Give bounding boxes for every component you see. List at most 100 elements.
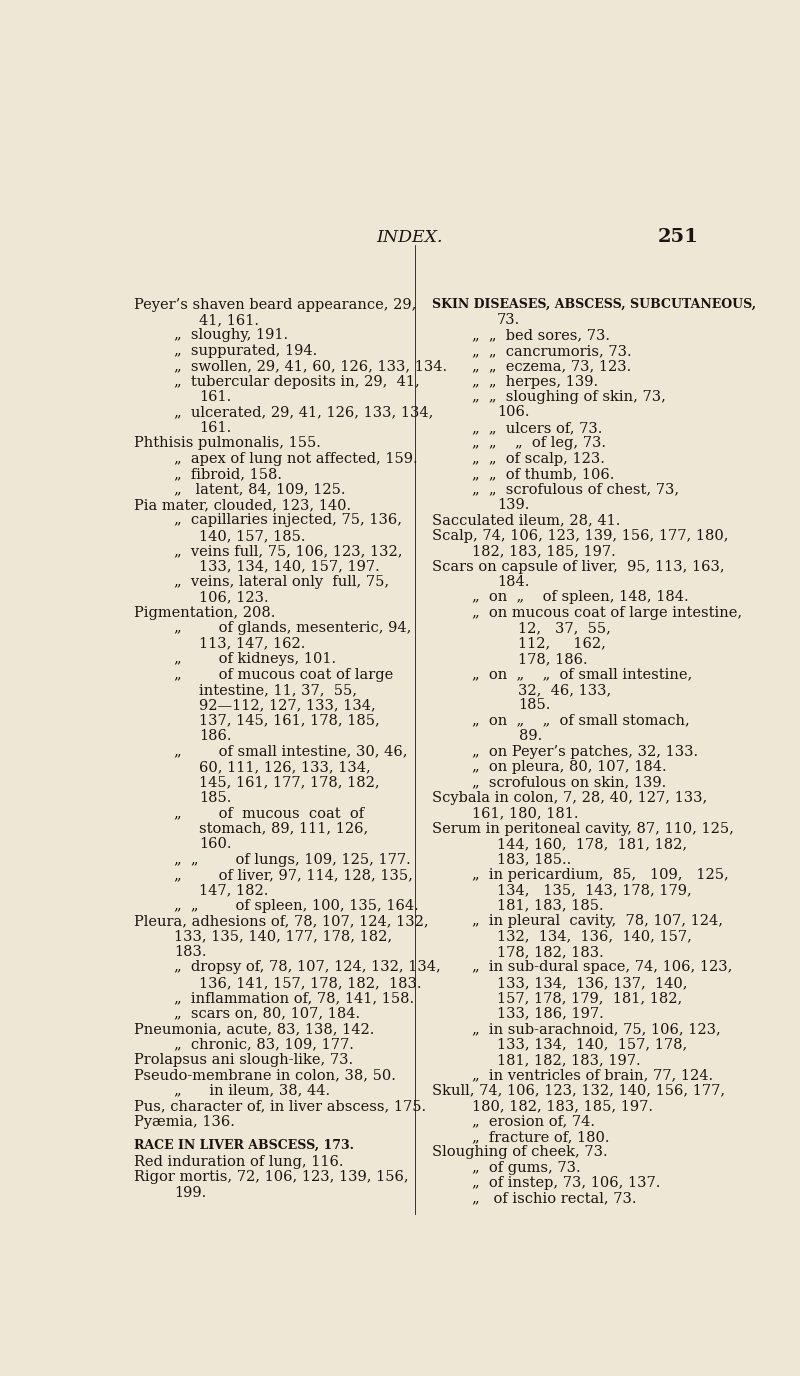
Text: „  „  sloughing of skin, 73,: „ „ sloughing of skin, 73, — [472, 389, 666, 405]
Text: „  suppurated, 194.: „ suppurated, 194. — [174, 344, 318, 358]
Text: „  erosion of, 74.: „ erosion of, 74. — [472, 1115, 595, 1128]
Text: „  in pleural  cavity,  78, 107, 124,: „ in pleural cavity, 78, 107, 124, — [472, 914, 723, 929]
Text: Scars on capsule of liver,  95, 113, 163,: Scars on capsule of liver, 95, 113, 163, — [432, 560, 724, 574]
Text: INDEX.: INDEX. — [377, 228, 443, 246]
Text: „  veins full, 75, 106, 123, 132,: „ veins full, 75, 106, 123, 132, — [174, 545, 403, 559]
Text: „   of ischio rectal, 73.: „ of ischio rectal, 73. — [472, 1192, 637, 1205]
Text: „  „  scrofulous of chest, 73,: „ „ scrofulous of chest, 73, — [472, 483, 679, 497]
Text: „  fibroid, 158.: „ fibroid, 158. — [174, 466, 282, 482]
Text: 136, 141, 157, 178, 182,  183.: 136, 141, 157, 178, 182, 183. — [199, 976, 422, 989]
Text: 113, 147, 162.: 113, 147, 162. — [199, 637, 306, 651]
Text: 133, 135, 140, 177, 178, 182,: 133, 135, 140, 177, 178, 182, — [174, 930, 393, 944]
Text: „        of liver, 97, 114, 128, 135,: „ of liver, 97, 114, 128, 135, — [174, 868, 414, 882]
Text: 181, 182, 183, 197.: 181, 182, 183, 197. — [497, 1053, 641, 1066]
Text: 133, 134, 140, 157, 197.: 133, 134, 140, 157, 197. — [199, 560, 380, 574]
Text: stomach, 89, 111, 126,: stomach, 89, 111, 126, — [199, 821, 369, 835]
Text: „  dropsy of, 78, 107, 124, 132, 134,: „ dropsy of, 78, 107, 124, 132, 134, — [174, 960, 441, 974]
Text: 185.: 185. — [199, 791, 231, 805]
Text: „  tubercular deposits in, 29,  41,: „ tubercular deposits in, 29, 41, — [174, 374, 420, 388]
Text: Scybala in colon, 7, 28, 40, 127, 133,: Scybala in colon, 7, 28, 40, 127, 133, — [432, 791, 707, 805]
Text: „  „        of spleen, 100, 135, 164.: „ „ of spleen, 100, 135, 164. — [174, 899, 419, 912]
Text: 133, 186, 197.: 133, 186, 197. — [497, 1007, 603, 1021]
Text: Pseudo-membrane in colon, 38, 50.: Pseudo-membrane in colon, 38, 50. — [134, 1068, 396, 1083]
Text: „        of mucous coat of large: „ of mucous coat of large — [174, 667, 394, 681]
Text: „  in ventricles of brain, 77, 124.: „ in ventricles of brain, 77, 124. — [472, 1068, 713, 1083]
Text: Serum in peritoneal cavity, 87, 110, 125,: Serum in peritoneal cavity, 87, 110, 125… — [432, 821, 734, 835]
Text: „  „  herpes, 139.: „ „ herpes, 139. — [472, 374, 598, 388]
Text: „  „  cancrumoris, 73.: „ „ cancrumoris, 73. — [472, 344, 632, 358]
Text: 180, 182, 183, 185, 197.: 180, 182, 183, 185, 197. — [472, 1099, 653, 1113]
Text: „        of glands, mesenteric, 94,: „ of glands, mesenteric, 94, — [174, 622, 412, 636]
Text: „  on pleura, 80, 107, 184.: „ on pleura, 80, 107, 184. — [472, 760, 666, 775]
Text: „  „  of scalp, 123.: „ „ of scalp, 123. — [472, 451, 605, 465]
Text: SKIN DISEASES, ABSCESS, SUBCUTANEOUS,: SKIN DISEASES, ABSCESS, SUBCUTANEOUS, — [432, 297, 756, 311]
Text: Red induration of lung, 116.: Red induration of lung, 116. — [134, 1154, 344, 1168]
Text: Scalp, 74, 106, 123, 139, 156, 177, 180,: Scalp, 74, 106, 123, 139, 156, 177, 180, — [432, 528, 728, 542]
Text: „  ulcerated, 29, 41, 126, 133, 134,: „ ulcerated, 29, 41, 126, 133, 134, — [174, 406, 434, 420]
Text: 133, 134,  140,  157, 178,: 133, 134, 140, 157, 178, — [497, 1038, 687, 1051]
Text: RACE IN LIVER ABSCESS, 173.: RACE IN LIVER ABSCESS, 173. — [134, 1139, 354, 1152]
Text: 182, 183, 185, 197.: 182, 183, 185, 197. — [472, 545, 616, 559]
Text: Rigor mortis, 72, 106, 123, 139, 156,: Rigor mortis, 72, 106, 123, 139, 156, — [134, 1170, 409, 1185]
Text: 73.: 73. — [497, 312, 520, 327]
Text: „  „    „  of leg, 73.: „ „ „ of leg, 73. — [472, 436, 606, 450]
Text: „  on Peyer’s patches, 32, 133.: „ on Peyer’s patches, 32, 133. — [472, 744, 698, 758]
Text: „  capillaries injected, 75, 136,: „ capillaries injected, 75, 136, — [174, 513, 402, 527]
Text: 133, 134,  136, 137,  140,: 133, 134, 136, 137, 140, — [497, 976, 687, 989]
Text: 60, 111, 126, 133, 134,: 60, 111, 126, 133, 134, — [199, 760, 371, 775]
Text: 92—112, 127, 133, 134,: 92—112, 127, 133, 134, — [199, 699, 376, 713]
Text: 199.: 199. — [174, 1186, 206, 1200]
Text: „        of kidneys, 101.: „ of kidneys, 101. — [174, 652, 337, 666]
Text: „  scars on, 80, 107, 184.: „ scars on, 80, 107, 184. — [174, 1007, 361, 1021]
Text: 183.: 183. — [174, 945, 207, 959]
Text: 140, 157, 185.: 140, 157, 185. — [199, 528, 306, 542]
Text: Pyæmia, 136.: Pyæmia, 136. — [134, 1115, 235, 1128]
Text: 160.: 160. — [199, 837, 232, 852]
Text: intestine, 11, 37,  55,: intestine, 11, 37, 55, — [199, 682, 357, 698]
Text: 132,  134,  136,  140, 157,: 132, 134, 136, 140, 157, — [497, 930, 692, 944]
Text: „  on mucous coat of large intestine,: „ on mucous coat of large intestine, — [472, 605, 742, 619]
Text: 137, 145, 161, 178, 185,: 137, 145, 161, 178, 185, — [199, 714, 380, 728]
Text: Phthisis pulmonalis, 155.: Phthisis pulmonalis, 155. — [134, 436, 321, 450]
Text: „        of small intestine, 30, 46,: „ of small intestine, 30, 46, — [174, 744, 408, 758]
Text: „   latent, 84, 109, 125.: „ latent, 84, 109, 125. — [174, 483, 346, 497]
Text: 145, 161, 177, 178, 182,: 145, 161, 177, 178, 182, — [199, 776, 380, 790]
Text: „  of gums, 73.: „ of gums, 73. — [472, 1161, 581, 1175]
Text: „  inflammation of, 78, 141, 158.: „ inflammation of, 78, 141, 158. — [174, 991, 414, 1006]
Text: 139.: 139. — [497, 498, 529, 512]
Text: „  „  bed sores, 73.: „ „ bed sores, 73. — [472, 329, 610, 343]
Text: „  of instep, 73, 106, 137.: „ of instep, 73, 106, 137. — [472, 1176, 660, 1190]
Text: 89.: 89. — [518, 729, 542, 743]
Text: 32,  46, 133,: 32, 46, 133, — [518, 682, 612, 698]
Text: Pleura, adhesions of, 78, 107, 124, 132,: Pleura, adhesions of, 78, 107, 124, 132, — [134, 914, 429, 929]
Text: 186.: 186. — [199, 729, 232, 743]
Text: Pus, character of, in liver abscess, 175.: Pus, character of, in liver abscess, 175… — [134, 1099, 426, 1113]
Text: 144, 160,  178,  181, 182,: 144, 160, 178, 181, 182, — [497, 837, 687, 852]
Text: 251: 251 — [658, 228, 698, 246]
Text: „  „  of thumb, 106.: „ „ of thumb, 106. — [472, 466, 614, 482]
Text: Pia mater, clouded, 123, 140.: Pia mater, clouded, 123, 140. — [134, 498, 351, 512]
Text: „  swollen, 29, 41, 60, 126, 133, 134.: „ swollen, 29, 41, 60, 126, 133, 134. — [174, 359, 447, 373]
Text: „  veins, lateral only  full, 75,: „ veins, lateral only full, 75, — [174, 575, 390, 589]
Text: „  sloughy, 191.: „ sloughy, 191. — [174, 329, 289, 343]
Text: „  in sub-arachnoid, 75, 106, 123,: „ in sub-arachnoid, 75, 106, 123, — [472, 1022, 721, 1036]
Text: Sloughing of cheek, 73.: Sloughing of cheek, 73. — [432, 1145, 607, 1160]
Text: 178, 186.: 178, 186. — [518, 652, 588, 666]
Text: „  „        of lungs, 109, 125, 177.: „ „ of lungs, 109, 125, 177. — [174, 853, 411, 867]
Text: „      in ileum, 38, 44.: „ in ileum, 38, 44. — [174, 1084, 330, 1098]
Text: 134,   135,  143, 178, 179,: 134, 135, 143, 178, 179, — [497, 883, 691, 897]
Text: „  in sub-dural space, 74, 106, 123,: „ in sub-dural space, 74, 106, 123, — [472, 960, 732, 974]
Text: „  on  „    „  of small stomach,: „ on „ „ of small stomach, — [472, 714, 690, 728]
Text: „  apex of lung not affected, 159.: „ apex of lung not affected, 159. — [174, 451, 418, 465]
Text: 147, 182.: 147, 182. — [199, 883, 269, 897]
Text: 106.: 106. — [497, 406, 530, 420]
Text: „  scrofulous on skin, 139.: „ scrofulous on skin, 139. — [472, 776, 666, 790]
Text: 183, 185..: 183, 185.. — [497, 853, 571, 867]
Text: „  on  „    „  of small intestine,: „ on „ „ of small intestine, — [472, 667, 692, 681]
Text: 161.: 161. — [199, 421, 231, 435]
Text: „  on  „    of spleen, 148, 184.: „ on „ of spleen, 148, 184. — [472, 590, 689, 604]
Text: Pigmentation, 208.: Pigmentation, 208. — [134, 605, 275, 619]
Text: 161, 180, 181.: 161, 180, 181. — [472, 806, 578, 820]
Text: 12,   37,  55,: 12, 37, 55, — [518, 622, 611, 636]
Text: „  „  eczema, 73, 123.: „ „ eczema, 73, 123. — [472, 359, 631, 373]
